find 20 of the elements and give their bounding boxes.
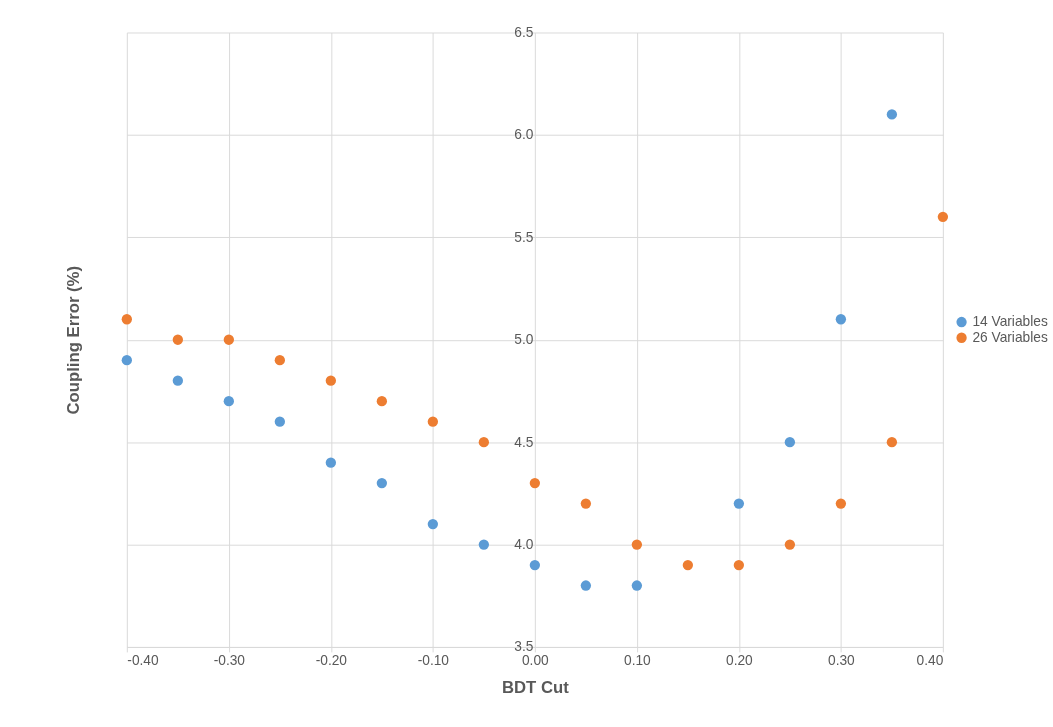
x-tick-label: -0.30 <box>213 653 246 669</box>
x-tick-label: 0.30 <box>827 653 856 669</box>
x-tick-label: 0.00 <box>521 653 550 669</box>
y-axis-title: Coupling Error (%) <box>64 265 84 415</box>
x-tick-label: 0.40 <box>916 653 944 669</box>
x-tick-label: -0.10 <box>417 653 450 669</box>
y-tick-label: 6.0 <box>514 127 534 143</box>
x-tick-label: 0.20 <box>725 653 754 669</box>
y-tick-label: 4.5 <box>514 434 534 450</box>
y-tick-label: 4.0 <box>514 536 534 552</box>
x-tick-label: -0.20 <box>315 653 348 669</box>
legend-label: 26 Variables <box>972 329 1048 345</box>
y-tick-label: 5.5 <box>514 229 534 245</box>
x-axis-title: BDT Cut <box>501 677 570 697</box>
x-tick-label: -0.40 <box>127 653 160 669</box>
y-tick-label: 6.5 <box>514 24 534 40</box>
y-tick-label: 5.0 <box>514 332 534 348</box>
x-tick-label: 0.10 <box>623 653 652 669</box>
y-tick-label: 3.5 <box>514 639 534 655</box>
legend-label: 14 Variables <box>972 313 1048 329</box>
